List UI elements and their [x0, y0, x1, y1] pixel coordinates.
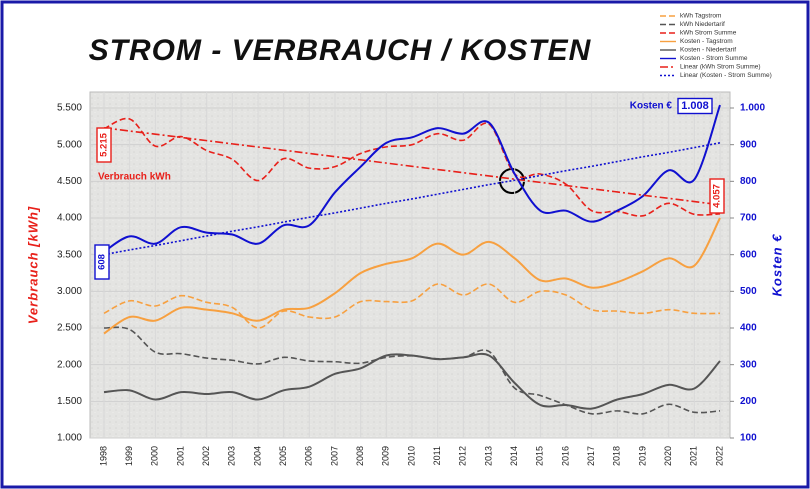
x-tick-label: 2009	[381, 446, 391, 466]
annotation: 1.008	[681, 100, 709, 112]
y-tick-label: 5.500	[57, 103, 82, 114]
x-tick-label: 2016	[560, 446, 570, 466]
legend-label: kWh Niedertarif	[680, 21, 725, 28]
annotation: 5.215	[99, 132, 110, 156]
y-tick-label: 1.500	[57, 396, 82, 407]
x-tick-label: 2011	[432, 446, 442, 465]
legend-label: Kosten - Tagstrom	[680, 38, 733, 45]
y-tick-label: 3.000	[57, 286, 82, 297]
legend-label: Linear (kWh Strom Summe)	[680, 64, 761, 71]
annotation: 4.057	[712, 184, 723, 208]
y-tick-label: 4.000	[57, 213, 82, 224]
y2-tick-label: 100	[740, 433, 757, 444]
chart-title: STROM - VERBRAUCH / KOSTEN	[89, 34, 592, 67]
plot-area	[89, 91, 731, 439]
annotation-box	[94, 244, 110, 280]
series-line	[103, 352, 721, 410]
x-tick-label: 2018	[612, 446, 622, 466]
y-axis-label: Verbrauch [kWh]	[25, 206, 40, 325]
grid: 1.000 1.500 2.000 2.500 3.000 3.500 4.000 4.500…	[57, 92, 765, 466]
annotation-box	[677, 97, 713, 115]
y2-axis-label: Kosten €	[769, 234, 784, 297]
annotations: Kosten € 1.008 608 5.215 4.057 Verbrauch kWh	[94, 97, 725, 280]
annotation: Verbrauch kWh	[98, 172, 171, 183]
legend-label: kWh Strom Summe	[680, 30, 737, 37]
y2-tick-label: 900	[740, 139, 757, 150]
y-tick-label: 2.500	[57, 323, 82, 334]
x-tick-label: 1998	[98, 446, 108, 466]
y2-tick-label: 300	[740, 359, 757, 370]
y-tick-label: 5.000	[57, 139, 82, 150]
x-tick-label: 2017	[586, 446, 596, 466]
y2-tick-label: 700	[740, 213, 757, 224]
x-tick-label: 2013	[483, 446, 493, 466]
x-tick-label: 2020	[663, 446, 673, 466]
y2-tick-label: 400	[740, 323, 757, 334]
annotation: 608	[97, 254, 108, 270]
series-line	[103, 283, 721, 329]
y-tick-label: 4.500	[57, 176, 82, 187]
y2-tick-label: 200	[740, 396, 757, 407]
y-tick-label: 1.000	[57, 433, 82, 444]
x-tick-label: 2005	[278, 446, 288, 466]
annotation-box	[709, 178, 725, 214]
y-tick-label: 3.500	[57, 249, 82, 260]
y2-tick-label: 800	[740, 176, 757, 187]
x-tick-label: 2021	[689, 446, 699, 466]
x-tick-label: 2006	[304, 446, 314, 466]
x-tick-label: 2010	[406, 446, 416, 466]
x-tick-label: 1999	[124, 446, 134, 466]
x-tick-label: 2022	[714, 446, 724, 466]
legend-label: Linear (Kosten - Strom Summe)	[680, 72, 772, 79]
x-tick-label: 2003	[227, 446, 237, 466]
x-tick-label: 2002	[201, 446, 211, 466]
legend-label: kWh Tagstrom	[680, 13, 721, 20]
x-tick-label: 2015	[535, 446, 545, 466]
y2-tick-label: 600	[740, 249, 757, 260]
series-line	[103, 127, 721, 206]
x-tick-label: 2004	[252, 446, 262, 466]
x-tick-label: 2019	[637, 446, 647, 466]
series-line	[103, 217, 721, 335]
annotation-box	[96, 127, 112, 163]
x-tick-label: 2001	[175, 446, 185, 466]
series-line	[103, 104, 721, 253]
x-tick-label: 2007	[329, 446, 339, 466]
x-tick-label: 2014	[509, 446, 519, 466]
y-tick-label: 2.000	[57, 359, 82, 370]
y2-tick-label: 500	[740, 286, 757, 297]
legend-label: Kosten - Strom Summe	[680, 55, 748, 62]
series-line	[103, 142, 721, 256]
legend-label: Kosten - Niedertarif	[680, 47, 736, 54]
annotation: Kosten €	[630, 101, 673, 112]
x-tick-label: 2008	[355, 446, 365, 466]
x-tick-label: 2012	[458, 446, 468, 466]
x-tick-label: 2000	[150, 446, 160, 466]
lines	[103, 104, 721, 415]
y2-tick-label: 1.000	[740, 103, 765, 114]
